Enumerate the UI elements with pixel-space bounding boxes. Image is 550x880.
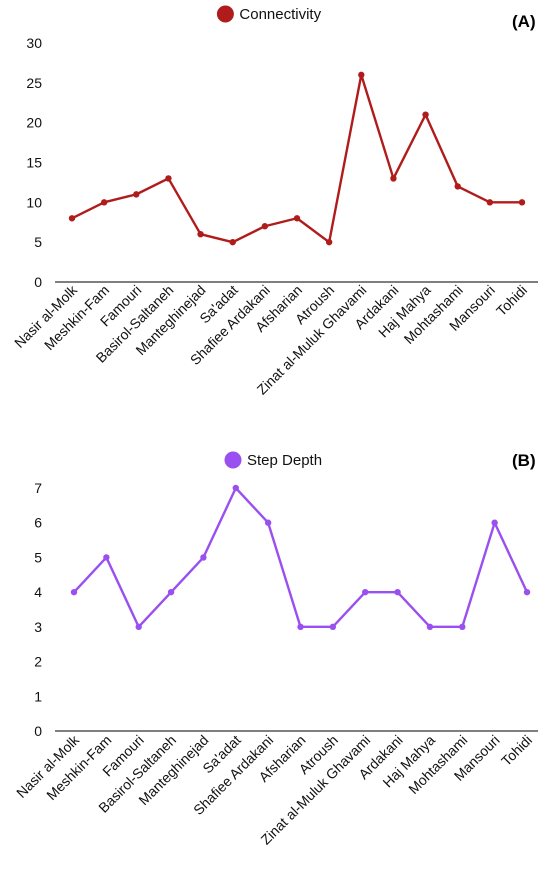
- y-tick-label: 1: [34, 688, 42, 704]
- data-point: [422, 111, 429, 118]
- panel-label: (B): [512, 451, 536, 470]
- data-point: [264, 519, 272, 526]
- data-point: [390, 175, 397, 182]
- data-point: [293, 215, 301, 222]
- y-tick-label: 4: [34, 584, 42, 600]
- data-point: [454, 183, 461, 190]
- data-point: [133, 191, 140, 198]
- data-point: [103, 554, 110, 561]
- data-point: [518, 199, 526, 206]
- data-point: [459, 623, 466, 631]
- data-point: [486, 199, 494, 206]
- data-point: [362, 588, 369, 596]
- y-tick-label: 20: [26, 115, 42, 131]
- data-point: [70, 588, 78, 596]
- data-point: [100, 199, 108, 206]
- y-tick-label: 0: [34, 274, 42, 290]
- data-point: [229, 238, 236, 246]
- data-point: [167, 588, 175, 596]
- series-line: [72, 486, 529, 629]
- y-tick-label: 0: [34, 723, 42, 739]
- x-tick-label: Tohidi: [493, 282, 530, 319]
- legend-marker: [216, 5, 234, 23]
- data-point: [232, 484, 239, 492]
- legend-label: Connectivity: [239, 6, 321, 23]
- data-point: [329, 623, 337, 631]
- legend-label: Step Depth: [247, 452, 322, 469]
- y-tick-label: 5: [34, 549, 42, 565]
- data-point: [394, 588, 401, 596]
- data-point: [200, 554, 207, 561]
- legend-marker: [224, 451, 242, 469]
- data-point: [491, 519, 498, 526]
- data-point: [426, 623, 434, 631]
- data-point: [523, 588, 531, 596]
- data-point: [165, 175, 172, 182]
- y-tick-label: 5: [34, 234, 42, 250]
- data-point: [197, 231, 204, 238]
- y-tick-label: 10: [26, 194, 42, 210]
- x-tick-label: Tohidi: [498, 732, 535, 769]
- y-tick-label: 2: [34, 654, 42, 670]
- data-point: [68, 215, 76, 222]
- data-point: [297, 623, 304, 631]
- y-tick-label: 30: [26, 35, 42, 51]
- data-point: [261, 223, 269, 230]
- panel-label: (A): [512, 12, 536, 31]
- data-point: [135, 623, 142, 631]
- data-point: [358, 71, 365, 79]
- data-point: [325, 238, 333, 246]
- y-tick-label: 25: [26, 75, 42, 91]
- y-tick-label: 15: [26, 155, 42, 171]
- y-tick-label: 3: [34, 619, 42, 635]
- y-tick-label: 7: [34, 480, 42, 496]
- y-tick-label: 6: [34, 515, 42, 531]
